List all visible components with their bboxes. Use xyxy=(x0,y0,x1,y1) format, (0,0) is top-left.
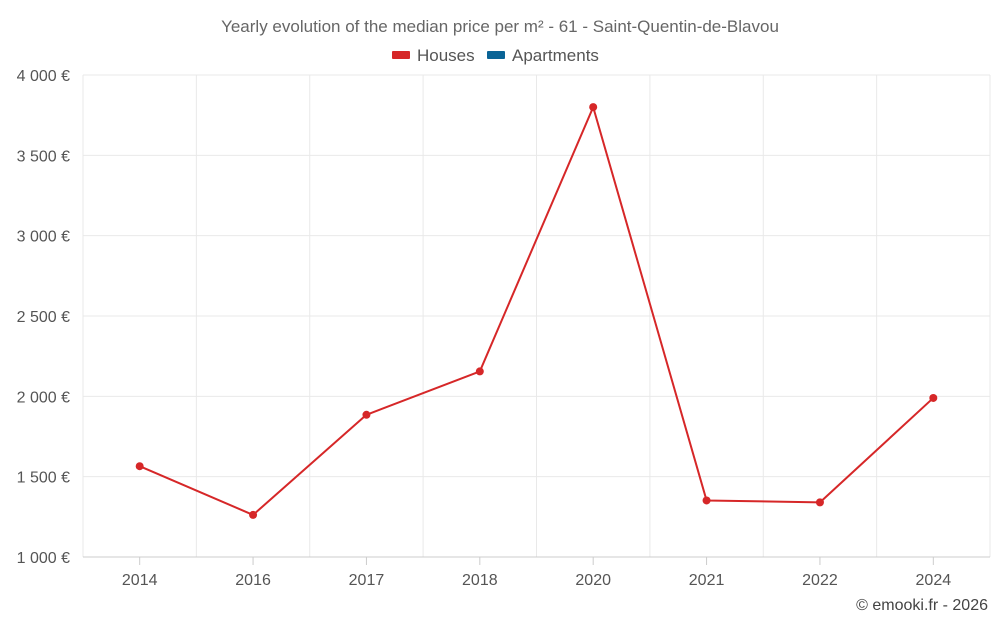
series-layer xyxy=(135,103,938,519)
x-tick-label: 2022 xyxy=(802,572,838,589)
y-tick-label: 1 500 € xyxy=(17,470,70,487)
data-point-houses-2021[interactable] xyxy=(702,496,711,505)
x-tick-label: 2018 xyxy=(462,572,498,589)
y-tick-label: 3 000 € xyxy=(17,229,70,246)
data-point-houses-2022[interactable] xyxy=(815,498,824,507)
x-tick-label: 2016 xyxy=(235,572,271,589)
x-tick-label: 2014 xyxy=(122,572,158,589)
x-axis-ticks: 2014 2016 2017 2018 2020 2021 2022 2024 xyxy=(122,557,951,589)
chart-title: Yearly evolution of the median price per… xyxy=(221,17,779,36)
y-tick-label: 1 000 € xyxy=(17,550,70,567)
legend-label-apartments: Apartments xyxy=(512,46,599,65)
data-point-houses-2024[interactable] xyxy=(929,393,938,402)
y-axis-ticks: 1 000 € 1 500 € 2 000 € 2 500 € 3 000 € 3 500… xyxy=(17,68,70,567)
y-tick-label: 3 500 € xyxy=(17,148,70,165)
series-line-houses xyxy=(139,106,934,516)
y-tick-label: 2 500 € xyxy=(17,309,70,326)
data-point-houses-2014[interactable] xyxy=(135,462,144,471)
x-gridlines xyxy=(82,75,991,557)
x-tick-label: 2017 xyxy=(349,572,385,589)
data-point-houses-2020[interactable] xyxy=(589,103,598,112)
legend-swatch-houses xyxy=(392,51,410,59)
y-tick-label: 4 000 € xyxy=(17,68,70,85)
legend-swatch-apartments xyxy=(487,51,505,59)
data-point-houses-2018[interactable] xyxy=(475,367,484,376)
x-tick-label: 2021 xyxy=(689,572,725,589)
data-point-houses-2016[interactable] xyxy=(249,510,258,519)
x-tick-label: 2024 xyxy=(916,572,952,589)
legend-label-houses: Houses xyxy=(417,46,475,65)
x-tick-label: 2020 xyxy=(575,572,611,589)
legend-item-houses[interactable]: Houses xyxy=(392,46,475,65)
y-tick-label: 2 000 € xyxy=(17,389,70,406)
data-point-houses-2017[interactable] xyxy=(362,410,371,419)
legend: Houses Apartments xyxy=(392,46,599,65)
credit-text: © emooki.fr - 2026 xyxy=(856,597,988,614)
legend-item-apartments[interactable]: Apartments xyxy=(487,46,599,65)
